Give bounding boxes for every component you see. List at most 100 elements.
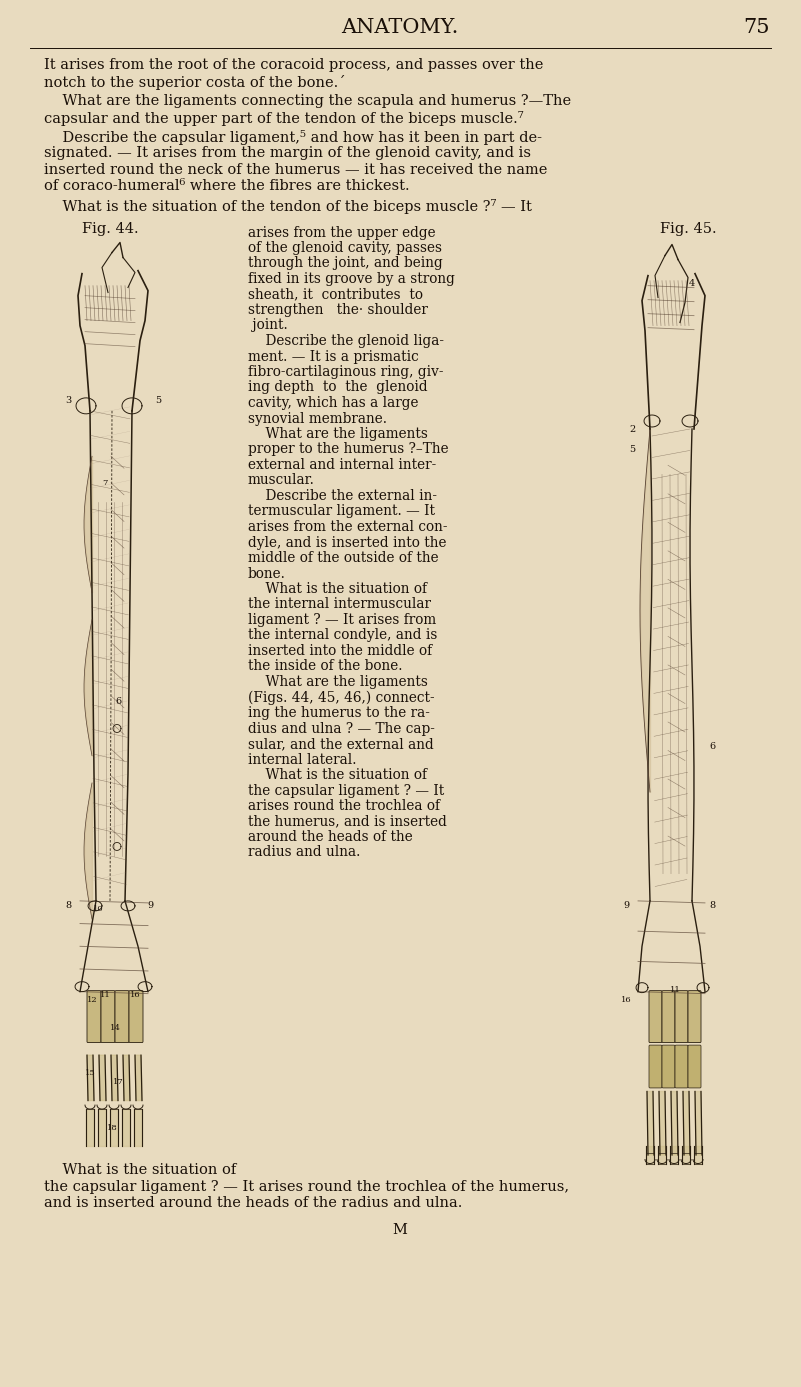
Text: cavity, which has a large: cavity, which has a large — [248, 397, 418, 411]
Polygon shape — [683, 1092, 690, 1155]
Polygon shape — [646, 1146, 654, 1164]
Text: dyle, and is inserted into the: dyle, and is inserted into the — [248, 535, 446, 549]
Text: inserted round the neck of the humerus — it has received the name: inserted round the neck of the humerus —… — [44, 164, 547, 178]
Text: Fig. 44.: Fig. 44. — [82, 222, 139, 236]
Text: sular, and the external and: sular, and the external and — [248, 736, 434, 750]
Text: proper to the humerus ?–The: proper to the humerus ?–The — [248, 442, 449, 456]
Polygon shape — [123, 1056, 130, 1100]
Text: 16: 16 — [130, 990, 140, 999]
Text: 6: 6 — [115, 696, 121, 706]
Text: 3: 3 — [65, 397, 71, 405]
Text: It arises from the root of the coracoid process, and passes over the: It arises from the root of the coracoid … — [44, 58, 543, 72]
Text: around the heads of the: around the heads of the — [248, 829, 413, 845]
Text: middle of the outside of the: middle of the outside of the — [248, 551, 439, 565]
Polygon shape — [99, 1056, 106, 1100]
Text: What is the situation of: What is the situation of — [248, 768, 427, 782]
Text: (Figs. 44, 45, 46,) connect-: (Figs. 44, 45, 46,) connect- — [248, 691, 435, 705]
Text: 18: 18 — [107, 1123, 118, 1132]
Text: 15: 15 — [85, 1069, 95, 1078]
Text: 8: 8 — [709, 902, 715, 910]
Text: muscular.: muscular. — [248, 473, 315, 487]
Polygon shape — [671, 1092, 678, 1155]
Polygon shape — [658, 1146, 666, 1164]
FancyBboxPatch shape — [662, 1044, 675, 1087]
Polygon shape — [647, 1092, 654, 1155]
Text: 6: 6 — [709, 742, 715, 752]
Text: 8: 8 — [65, 902, 71, 910]
Text: the capsular ligament ? — It arises round the trochlea of the humerus,: the capsular ligament ? — It arises roun… — [44, 1179, 570, 1193]
Text: ligament ? — It arises from: ligament ? — It arises from — [248, 613, 437, 627]
Text: What is the situation of: What is the situation of — [44, 1164, 236, 1178]
Text: 7: 7 — [103, 480, 107, 487]
FancyBboxPatch shape — [649, 990, 662, 1043]
Text: through the joint, and being: through the joint, and being — [248, 257, 443, 270]
Text: ing the humerus to the ra-: ing the humerus to the ra- — [248, 706, 430, 720]
FancyBboxPatch shape — [129, 990, 143, 1043]
Text: dius and ulna ? — The cap-: dius and ulna ? — The cap- — [248, 721, 435, 735]
FancyBboxPatch shape — [688, 1044, 701, 1087]
Polygon shape — [98, 1110, 106, 1146]
Polygon shape — [87, 1056, 94, 1100]
Polygon shape — [110, 1110, 118, 1146]
Text: inserted into the middle of: inserted into the middle of — [248, 644, 432, 657]
Text: arises from the external con-: arises from the external con- — [248, 520, 448, 534]
Text: Describe the external in-: Describe the external in- — [248, 490, 437, 503]
Text: 5: 5 — [155, 397, 161, 405]
Text: internal lateral.: internal lateral. — [248, 753, 356, 767]
Text: arises from the upper edge: arises from the upper edge — [248, 226, 436, 240]
Text: 11: 11 — [670, 986, 680, 993]
Text: 9: 9 — [623, 902, 629, 910]
FancyBboxPatch shape — [662, 990, 675, 1043]
Polygon shape — [86, 1110, 94, 1146]
Text: 2: 2 — [629, 424, 635, 434]
Text: What are the ligaments: What are the ligaments — [248, 675, 428, 689]
Text: 12: 12 — [87, 996, 97, 1004]
Text: What is the situation of the tendon of the biceps muscle ?⁷ — It: What is the situation of the tendon of t… — [44, 198, 532, 214]
Text: Describe the glenoid liga-: Describe the glenoid liga- — [248, 334, 444, 348]
Polygon shape — [694, 1146, 702, 1164]
Text: ing depth  to  the  glenoid: ing depth to the glenoid — [248, 380, 428, 394]
Text: sheath, it  contributes  to: sheath, it contributes to — [248, 287, 423, 301]
Text: radius and ulna.: radius and ulna. — [248, 846, 360, 860]
Text: the capsular ligament ? — It: the capsular ligament ? — It — [248, 784, 445, 798]
Text: the internal intermuscular: the internal intermuscular — [248, 598, 431, 612]
FancyBboxPatch shape — [115, 990, 129, 1043]
Text: Describe the capsular ligament,⁵ and how has it been in part de-: Describe the capsular ligament,⁵ and how… — [44, 130, 542, 146]
Polygon shape — [122, 1110, 130, 1146]
Text: 5: 5 — [629, 444, 635, 454]
Text: strengthen   the· shoulder: strengthen the· shoulder — [248, 302, 428, 318]
Polygon shape — [111, 1056, 118, 1100]
Text: notch to the superior costa of the bone.´: notch to the superior costa of the bone.… — [44, 75, 345, 90]
Text: What are the ligaments connecting the scapula and humerus ?—The: What are the ligaments connecting the sc… — [44, 94, 571, 108]
Polygon shape — [134, 1110, 142, 1146]
FancyBboxPatch shape — [649, 1044, 662, 1087]
Text: ANATOMY.: ANATOMY. — [341, 18, 459, 37]
Text: 14: 14 — [110, 1024, 120, 1032]
Text: the humerus, and is inserted: the humerus, and is inserted — [248, 814, 447, 828]
Text: termuscular ligament. — It: termuscular ligament. — It — [248, 505, 435, 519]
FancyBboxPatch shape — [688, 990, 701, 1043]
Polygon shape — [682, 1146, 690, 1164]
Text: the inside of the bone.: the inside of the bone. — [248, 659, 402, 674]
Text: What are the ligaments: What are the ligaments — [248, 427, 428, 441]
Text: 4: 4 — [689, 279, 695, 288]
Text: What is the situation of: What is the situation of — [248, 583, 427, 596]
Text: signated. — It arises from the margin of the glenoid cavity, and is: signated. — It arises from the margin of… — [44, 147, 531, 161]
Text: the internal condyle, and is: the internal condyle, and is — [248, 628, 437, 642]
Text: joint.: joint. — [248, 319, 288, 333]
Polygon shape — [135, 1056, 142, 1100]
Polygon shape — [659, 1092, 666, 1155]
Polygon shape — [670, 1146, 678, 1164]
Text: M: M — [392, 1222, 408, 1236]
Text: external and internal inter-: external and internal inter- — [248, 458, 437, 472]
Text: ment. — It is a prismatic: ment. — It is a prismatic — [248, 350, 419, 363]
FancyBboxPatch shape — [675, 1044, 688, 1087]
Text: fibro-cartilaginous ring, giv-: fibro-cartilaginous ring, giv- — [248, 365, 444, 379]
Text: 75: 75 — [743, 18, 770, 37]
Text: of coraco-humeral⁶ where the fibres are thickest.: of coraco-humeral⁶ where the fibres are … — [44, 179, 409, 194]
Polygon shape — [695, 1092, 702, 1155]
FancyBboxPatch shape — [87, 990, 101, 1043]
Text: 17: 17 — [113, 1079, 123, 1086]
Text: arises round the trochlea of: arises round the trochlea of — [248, 799, 440, 813]
Text: Fig. 45.: Fig. 45. — [660, 222, 717, 236]
